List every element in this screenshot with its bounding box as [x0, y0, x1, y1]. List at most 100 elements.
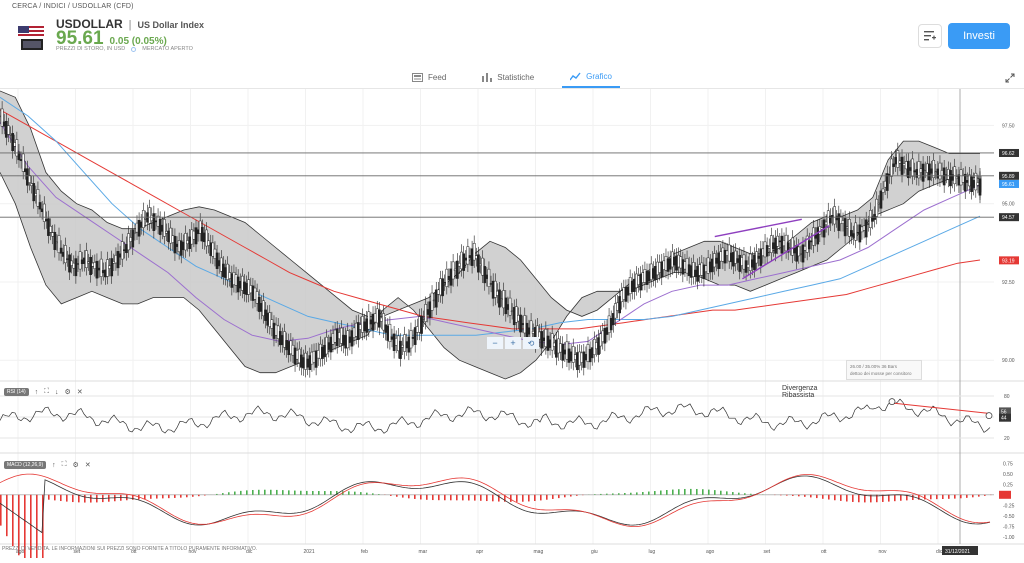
invest-button[interactable]: Investi [948, 23, 1010, 49]
candle-body [134, 232, 136, 233]
macd-histogram-bar [714, 490, 716, 495]
macd-histogram-bar [552, 495, 554, 499]
rsi-toolbar: RSI (14) ↑ ⛶ ↓ ⚙ ✕ [4, 388, 83, 396]
macd-histogram-bar [228, 492, 230, 495]
macd-histogram-bar [192, 495, 194, 497]
macd-histogram-bar [630, 493, 632, 495]
zoom-out-button[interactable]: − [487, 337, 503, 349]
candle-body [943, 168, 945, 185]
macd-label[interactable]: MACD (12,26,9) [4, 461, 46, 469]
macd-histogram-bar [942, 495, 944, 499]
divergence-line2: Ribassista [782, 392, 817, 399]
tab-statistics-label: Statistiche [497, 73, 534, 82]
macd-histogram-bar [828, 495, 830, 500]
macd-histogram-bar [246, 490, 248, 494]
macd-histogram-bar [300, 491, 302, 495]
macd-histogram-bar [738, 493, 740, 495]
macd-histogram-bar [492, 495, 494, 502]
macd-toolbar: MACD (12,26,9) ↑ ⛶ ⚙ ✕ [4, 461, 91, 469]
macd-histogram-bar [696, 489, 698, 495]
macd-histogram-bar [570, 495, 572, 497]
macd-histogram-bar [444, 495, 446, 500]
cursor-date-label: 31/12/2021 [945, 549, 970, 555]
macd-histogram-bar [558, 495, 560, 498]
macd-histogram-bar [636, 492, 638, 494]
tab-chart[interactable]: Grafico [562, 66, 620, 88]
candle-body [463, 254, 465, 271]
tab-feed[interactable]: Feed [404, 66, 454, 88]
macd-axis-label: 0.75 [1003, 461, 1013, 467]
macd-histogram-bar [234, 492, 236, 495]
tab-feed-label: Feed [428, 73, 446, 82]
candle-body [890, 159, 892, 177]
close-icon[interactable]: ✕ [77, 388, 83, 396]
move-up-icon[interactable]: ↑ [35, 389, 39, 396]
candle-body [49, 226, 51, 232]
macd-histogram-bar [252, 490, 254, 495]
macd-histogram-bar [78, 495, 80, 503]
expand-icon[interactable] [1005, 70, 1015, 80]
macd-histogram-bar [396, 495, 398, 497]
macd-histogram-bar [456, 495, 458, 501]
macd-axis-label: -1.00 [1003, 535, 1015, 541]
macd-histogram-bar [12, 495, 14, 546]
zoom-in-button[interactable]: + [505, 337, 521, 349]
line-chart-icon [570, 72, 581, 81]
breadcrumb[interactable]: CERCA / INDICI / USDOLLAR (CFD) [12, 3, 134, 10]
candle-body [880, 191, 882, 208]
gear-icon[interactable]: ⚙ [65, 388, 71, 396]
footer-disclaimer: PREZZI DI VENDITA. LE INFORMAZIONI SUI P… [2, 546, 257, 552]
time-axis-label: feb [361, 549, 368, 555]
macd-histogram-bar [174, 495, 176, 498]
candle-body [484, 266, 486, 283]
candle-body [12, 133, 14, 150]
time-axis-label: mag [534, 549, 544, 555]
candle-body [530, 321, 532, 338]
macd-histogram-bar [750, 494, 752, 495]
macd-histogram-bar [186, 495, 188, 497]
macd-histogram-bar [648, 492, 650, 495]
rsi-label[interactable]: RSI (14) [4, 388, 29, 396]
candle-body [865, 220, 867, 237]
maximize-icon[interactable]: ⛶ [44, 388, 49, 396]
move-down-icon[interactable]: ↓ [55, 389, 59, 396]
macd-histogram-bar [972, 495, 974, 498]
price-tag-label: 95.61 [1002, 182, 1015, 188]
macd-histogram-bar [0, 495, 2, 526]
macd-histogram-bar [660, 491, 662, 495]
macd-histogram-bar [264, 490, 266, 495]
macd-tag [999, 491, 1011, 499]
divergence-annotation: Divergenza Ribassista [782, 385, 817, 399]
us-flag-icon [18, 26, 44, 50]
macd-histogram-bar [912, 495, 914, 500]
macd-histogram-bar [780, 495, 782, 496]
reset-zoom-button[interactable]: ⟲ [523, 337, 539, 349]
candle-body [933, 160, 935, 177]
time-axis-label: ott [821, 549, 827, 555]
macd-histogram-bar [480, 495, 482, 501]
macd-histogram-bar [294, 491, 296, 495]
gear-icon[interactable]: ⚙ [73, 461, 79, 469]
macd-histogram-bar [66, 495, 68, 502]
maximize-icon[interactable]: ⛶ [62, 461, 67, 469]
close-icon[interactable]: ✕ [85, 461, 91, 469]
move-up-icon[interactable]: ↑ [52, 462, 56, 469]
bollinger-band [0, 91, 980, 379]
macd-histogram-bar [216, 494, 218, 495]
candle-body [39, 202, 41, 209]
tab-statistics[interactable]: Statistiche [474, 66, 542, 88]
time-axis-label: dic [936, 549, 943, 555]
time-axis-label: set [764, 549, 771, 555]
macd-axis-label: -0.75 [1003, 524, 1015, 530]
bar-chart-icon [482, 73, 492, 82]
list-menu-button[interactable] [918, 24, 942, 48]
macd-axis-label: -0.25 [1003, 503, 1015, 509]
candle-body [54, 232, 56, 249]
zoom-toolbar: − + ⟲ [487, 337, 539, 349]
candle-body [876, 199, 878, 216]
price-axis-label: 90.00 [1002, 358, 1015, 364]
price-axis-label: 97.50 [1002, 123, 1015, 129]
time-axis-label: ago [706, 549, 715, 555]
